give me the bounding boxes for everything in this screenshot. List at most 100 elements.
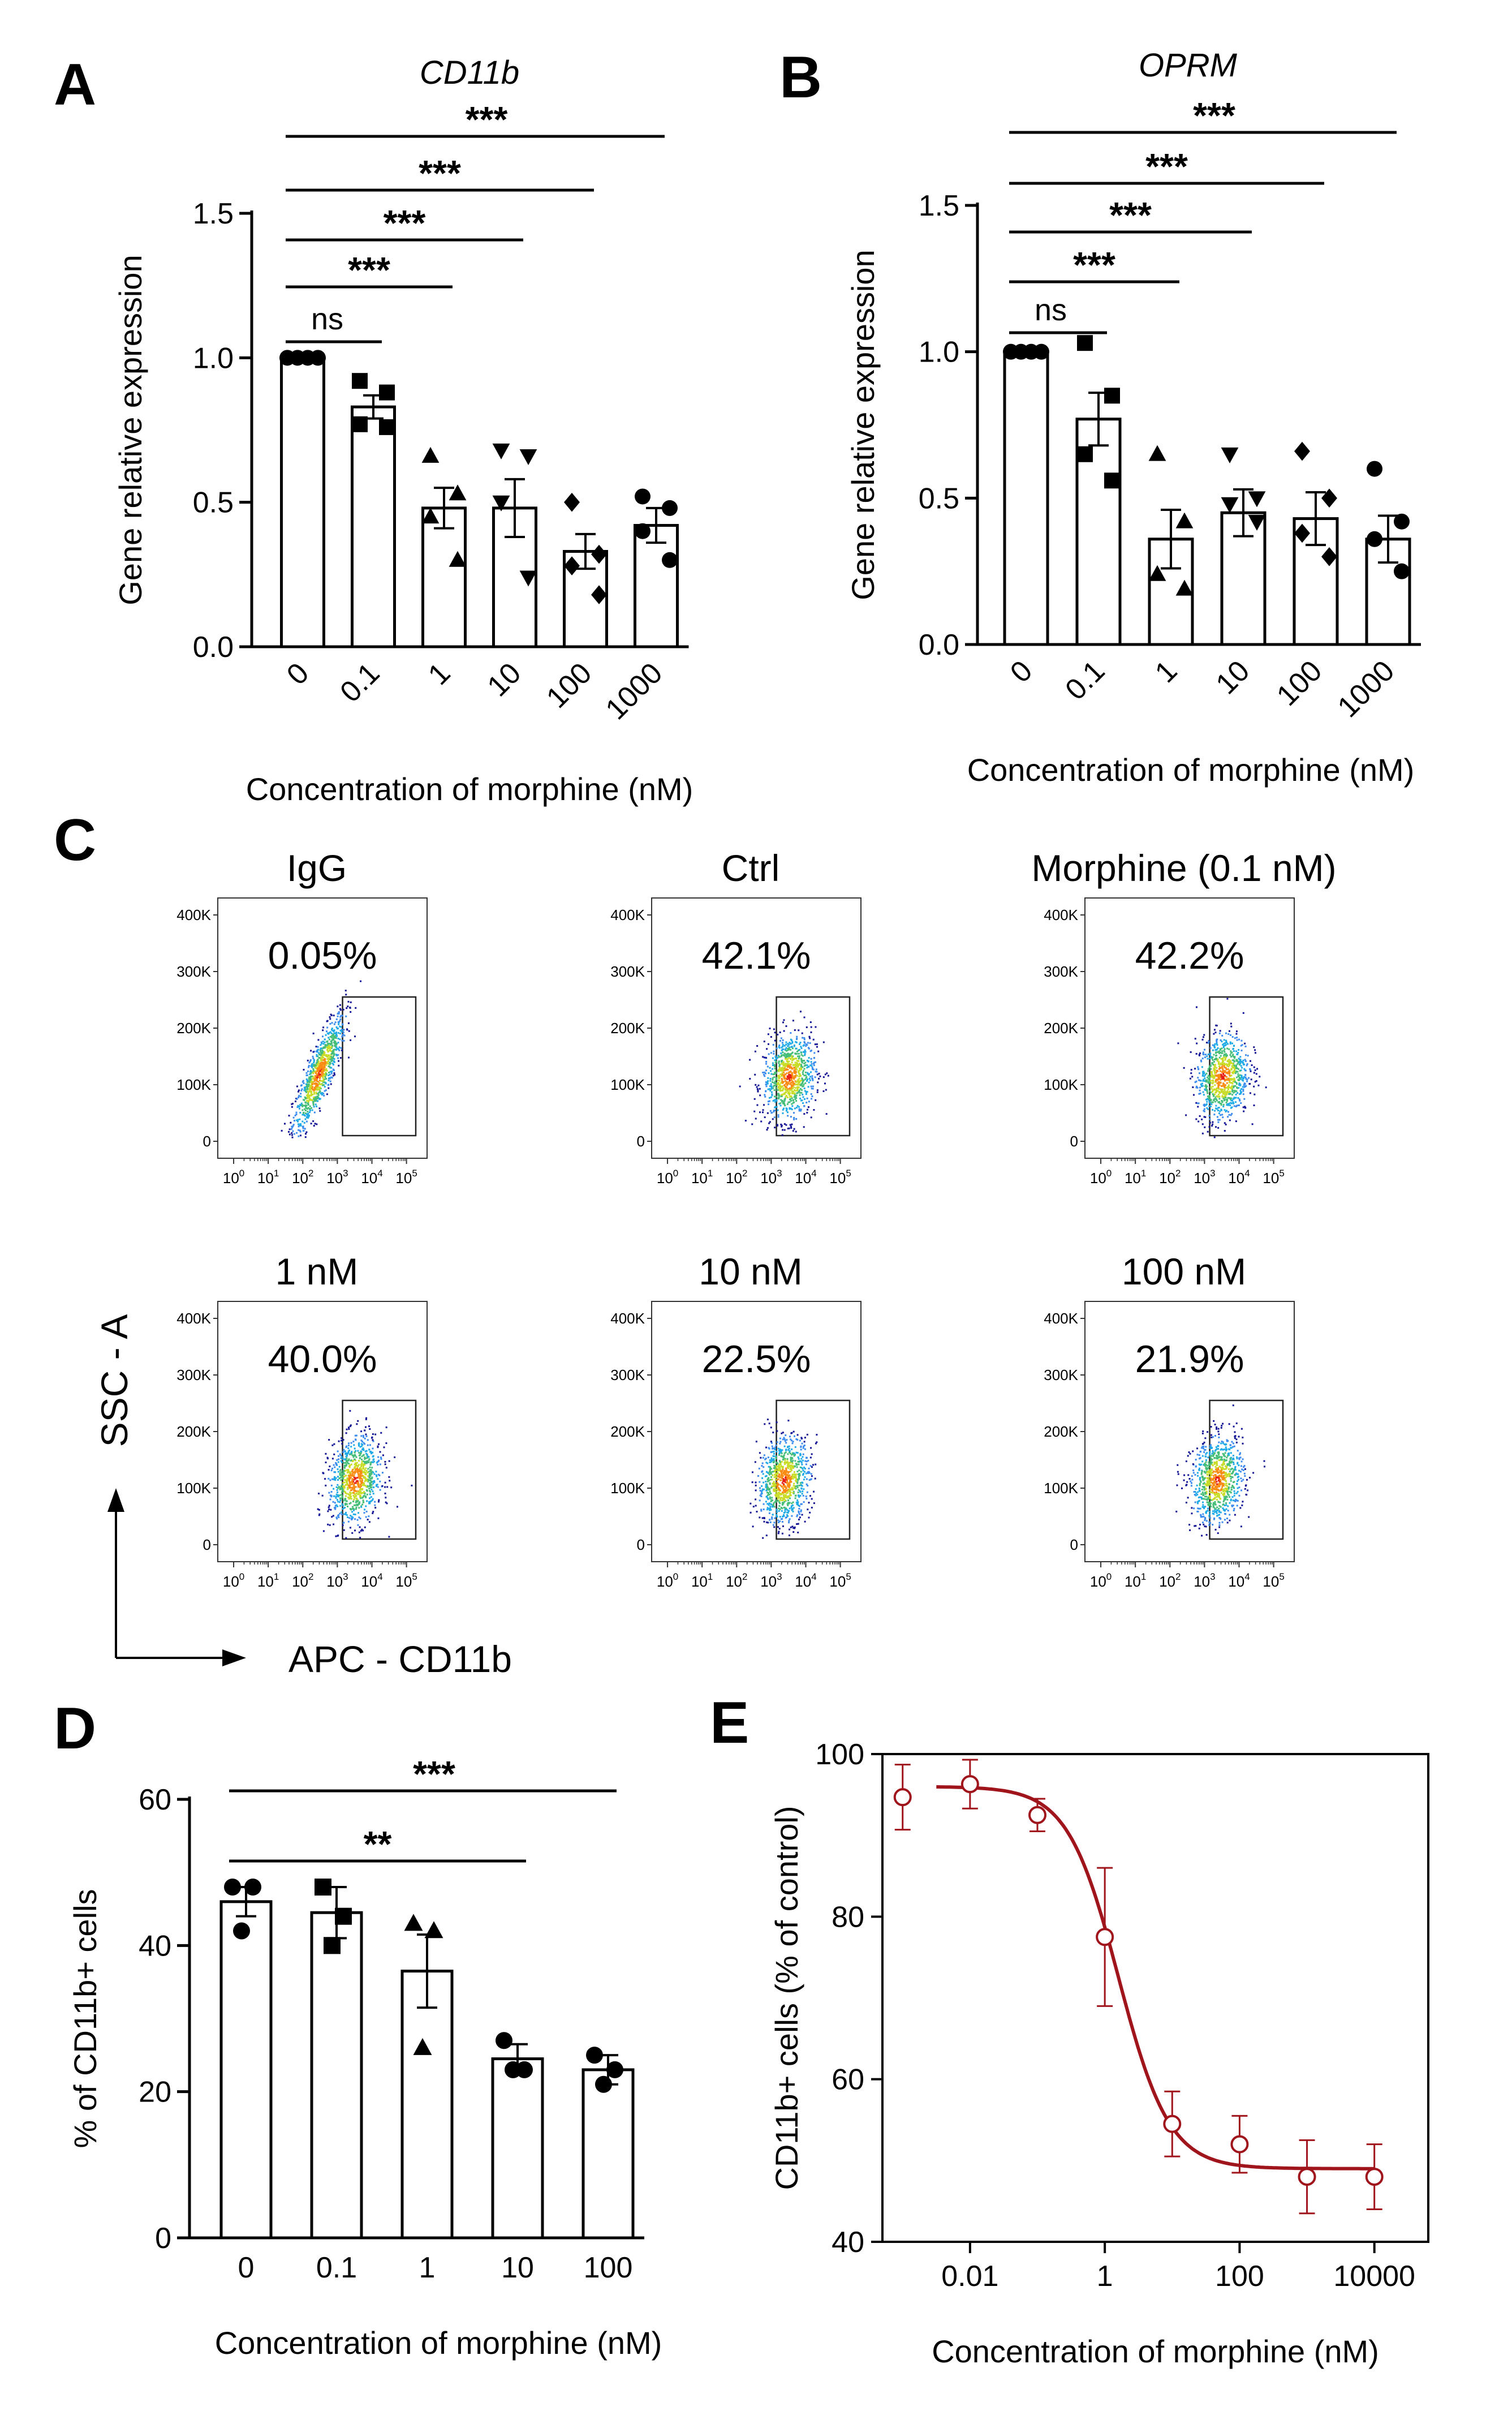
flow-event	[779, 1479, 782, 1481]
data-point	[1321, 547, 1337, 566]
flow-event	[1216, 1090, 1218, 1093]
flow-event	[771, 1451, 773, 1453]
flow-plot-frame	[1084, 897, 1295, 1159]
flow-event	[800, 1091, 803, 1094]
flow-event	[1207, 1095, 1209, 1098]
flow-event	[355, 1506, 357, 1509]
flow-event	[772, 1081, 774, 1084]
flow-event	[317, 1508, 319, 1510]
flow-event	[782, 1046, 784, 1048]
flow-event	[358, 1516, 360, 1519]
flow-event	[778, 1450, 780, 1452]
flow-event	[358, 1531, 360, 1533]
flow-event	[770, 1473, 773, 1475]
flow-event	[1212, 1056, 1214, 1058]
flow-event	[356, 1519, 359, 1521]
flow-event	[802, 1468, 804, 1470]
flow-event	[1238, 1064, 1240, 1066]
flow-event	[804, 1061, 807, 1064]
flow-event	[328, 1057, 330, 1059]
flow-event	[1217, 1109, 1219, 1111]
flow-event	[354, 1465, 356, 1468]
flow-event	[321, 1050, 324, 1052]
flow-event	[782, 1067, 784, 1069]
flow-event	[766, 1065, 769, 1068]
flow-event	[778, 1454, 781, 1456]
flow-event	[774, 1468, 777, 1471]
flow-event	[305, 1097, 307, 1099]
flow-event	[291, 1134, 293, 1136]
flow-event	[1249, 1092, 1251, 1094]
flow-event	[328, 1059, 330, 1061]
flow-event	[795, 1451, 798, 1454]
flow-event	[795, 1464, 798, 1466]
flow-event	[777, 1084, 779, 1086]
flow-event	[357, 1460, 360, 1462]
flow-event	[765, 1501, 767, 1503]
flow-event	[1222, 1071, 1225, 1073]
flow-event	[288, 1133, 291, 1136]
flow-event	[1242, 1090, 1244, 1092]
flow-event	[781, 1089, 783, 1091]
flow-event	[351, 1478, 354, 1480]
flow-event	[789, 1484, 791, 1486]
flow-event	[780, 1067, 782, 1069]
flow-event	[1216, 1054, 1218, 1056]
flow-event	[794, 1454, 796, 1456]
flow-event	[360, 1488, 363, 1490]
flow-event	[773, 1467, 775, 1469]
flow-event	[364, 1476, 367, 1479]
flow-event	[358, 1470, 360, 1472]
flow-event	[343, 1529, 345, 1531]
flow-event	[1239, 1089, 1242, 1091]
flow-event	[777, 1497, 779, 1499]
flow-event	[379, 1451, 381, 1453]
flow-event	[1227, 1097, 1229, 1099]
flow-event	[775, 1456, 777, 1458]
flow-x-tick-label: 100	[657, 1168, 678, 1187]
flow-event	[1215, 1107, 1217, 1110]
flow-event	[1205, 1081, 1207, 1083]
flow-y-tick-label: 100K	[1044, 1076, 1078, 1093]
flow-event	[1209, 1080, 1212, 1082]
flow-x-tick-label: 104	[795, 1168, 816, 1187]
flow-event	[338, 1514, 340, 1516]
flow-event	[339, 1501, 341, 1503]
flow-event	[347, 1445, 350, 1447]
flow-event	[1220, 1104, 1222, 1106]
flow-event	[361, 1503, 364, 1506]
flow-event	[786, 1476, 788, 1479]
flow-event	[1212, 1075, 1214, 1077]
flow-event	[360, 1472, 363, 1475]
flow-event	[781, 1054, 783, 1056]
flow-event	[345, 1459, 347, 1461]
flow-event	[800, 1484, 803, 1486]
flow-event	[349, 1496, 351, 1498]
flow-event	[776, 1106, 778, 1108]
flow-event	[315, 1066, 317, 1068]
flow-event	[331, 1060, 334, 1062]
flow-event	[1197, 1106, 1199, 1108]
flow-event	[317, 1071, 320, 1073]
flow-event	[325, 1078, 328, 1080]
flow-event	[321, 1051, 324, 1053]
flow-event	[1231, 1112, 1233, 1115]
flow-event	[1229, 1034, 1231, 1036]
flow-event	[303, 1082, 305, 1084]
flow-event	[784, 1491, 786, 1493]
flow-event	[794, 1084, 796, 1086]
flow-event	[354, 1447, 356, 1450]
flow-event	[311, 1084, 313, 1086]
flow-event	[316, 1070, 318, 1072]
flow-event	[790, 1099, 792, 1102]
flow-event	[787, 1077, 790, 1079]
flow-event	[322, 1081, 324, 1083]
flow-event	[324, 1075, 326, 1077]
flow-event	[318, 1509, 320, 1511]
flow-event	[371, 1473, 373, 1475]
flow-event	[761, 1477, 764, 1479]
flow-event	[739, 1085, 741, 1088]
flow-event	[782, 1471, 785, 1473]
flow-event	[770, 1052, 772, 1054]
